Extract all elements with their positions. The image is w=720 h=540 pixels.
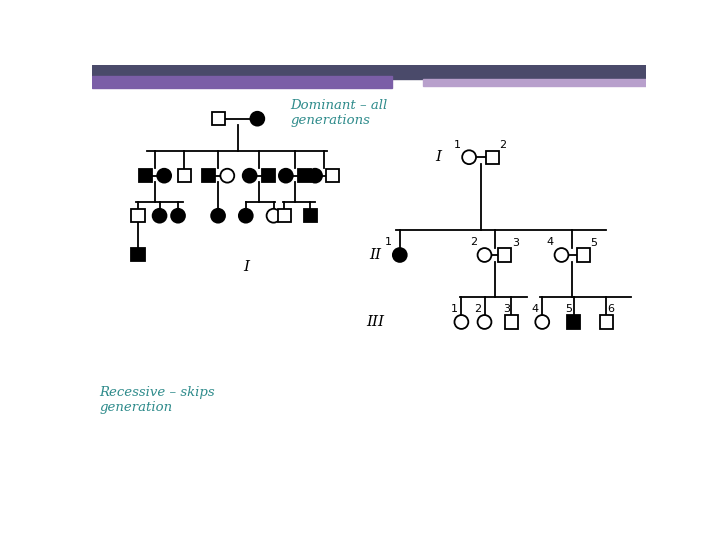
Circle shape — [153, 209, 166, 222]
Circle shape — [243, 168, 256, 183]
Circle shape — [477, 315, 492, 329]
Bar — [139, 169, 152, 182]
Text: I: I — [436, 150, 441, 164]
Bar — [326, 169, 339, 182]
Circle shape — [454, 315, 468, 329]
Circle shape — [239, 209, 253, 222]
Circle shape — [220, 168, 234, 183]
Circle shape — [462, 150, 476, 164]
Circle shape — [211, 209, 225, 222]
Text: 2: 2 — [469, 237, 477, 247]
Circle shape — [251, 112, 264, 126]
Circle shape — [266, 209, 281, 222]
Text: III: III — [366, 315, 384, 329]
Text: 5: 5 — [590, 238, 598, 248]
Text: 4: 4 — [532, 303, 539, 314]
Text: 5: 5 — [565, 304, 572, 314]
Bar — [505, 315, 518, 328]
Bar — [261, 169, 274, 182]
Text: I: I — [243, 260, 249, 274]
Bar — [92, 76, 392, 88]
Text: 1: 1 — [454, 139, 461, 150]
Bar — [600, 315, 613, 328]
Circle shape — [308, 168, 322, 183]
Bar — [577, 248, 590, 261]
Text: Dominant – all
generations: Dominant – all generations — [290, 98, 387, 126]
Circle shape — [157, 168, 171, 183]
Circle shape — [536, 315, 549, 329]
Bar — [486, 151, 499, 164]
Bar — [304, 209, 317, 222]
Circle shape — [171, 209, 185, 222]
Text: 1: 1 — [451, 303, 458, 314]
Text: 6: 6 — [608, 304, 615, 314]
Bar — [498, 248, 511, 261]
Bar — [423, 79, 647, 86]
Text: Recessive – skips
generation: Recessive – skips generation — [99, 386, 215, 414]
Bar — [178, 169, 191, 182]
Circle shape — [279, 168, 293, 183]
Circle shape — [393, 248, 407, 262]
Bar — [92, 65, 647, 79]
Bar — [132, 248, 145, 261]
Bar — [298, 169, 311, 182]
Text: 3: 3 — [512, 238, 519, 248]
Text: 4: 4 — [546, 237, 554, 247]
Text: II: II — [369, 248, 381, 262]
Text: 1: 1 — [385, 237, 392, 247]
Circle shape — [477, 248, 492, 262]
Text: 3: 3 — [503, 304, 510, 314]
Text: 2: 2 — [500, 140, 507, 150]
Bar — [278, 209, 291, 222]
Bar — [202, 169, 215, 182]
Bar — [132, 209, 145, 222]
Bar — [212, 112, 225, 125]
Text: 2: 2 — [474, 303, 481, 314]
Circle shape — [554, 248, 568, 262]
Bar — [567, 315, 580, 328]
